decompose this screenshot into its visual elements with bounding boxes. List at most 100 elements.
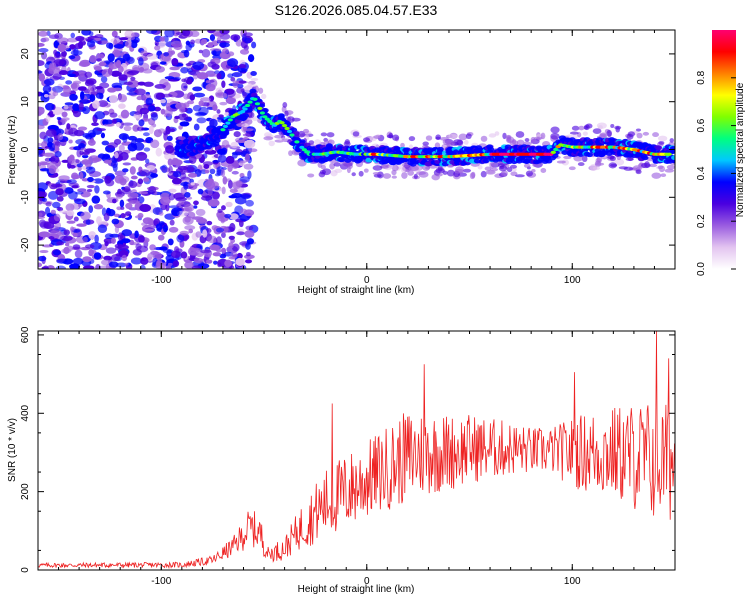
spectrogram-cell — [550, 126, 560, 134]
spectrogram-cell — [91, 195, 101, 204]
spectrogram-cell — [123, 186, 131, 193]
spectrogram-cell — [651, 172, 662, 179]
spectrogram-cell — [180, 82, 188, 92]
spectrogram-cell — [117, 232, 123, 241]
spectrogram-cell — [213, 138, 221, 144]
spectrogram-cell — [83, 265, 95, 269]
spectrogram-cell — [121, 254, 128, 262]
spectrogram-cell — [38, 199, 43, 205]
spectrogram-cell — [249, 88, 257, 94]
spectrogram-cell — [115, 194, 123, 199]
spectrogram-cell — [63, 229, 70, 236]
spectrogram-cell — [91, 122, 99, 127]
spectrogram-cell — [138, 119, 145, 127]
colorbar-tick-label: 0.2 — [696, 214, 707, 228]
spectrogram-cell — [227, 73, 234, 78]
spectrogram-cell — [592, 166, 601, 171]
spectrogram-x-label: Height of straight line (km) — [298, 285, 415, 296]
spectrogram-cell — [666, 152, 672, 156]
spectrogram-cell — [180, 251, 188, 259]
spectrogram-cell — [115, 253, 124, 257]
spectrogram-cell — [75, 35, 85, 42]
spectrogram-cell — [135, 151, 148, 161]
spectrogram-cell — [45, 202, 52, 207]
spectrogram-cell — [244, 153, 250, 162]
spectrogram-cell — [178, 125, 183, 130]
spectrogram-cell — [289, 133, 295, 137]
spectrogram-cell — [222, 130, 230, 136]
spectrogram-cell — [669, 138, 674, 143]
spectrogram-cell — [225, 155, 235, 164]
spectrogram-cell — [69, 164, 76, 169]
spectrogram-cell — [160, 108, 166, 115]
spectrogram-cell — [163, 132, 168, 141]
spectrogram-cell — [42, 37, 50, 42]
spectrogram-cell — [78, 40, 84, 49]
spectrogram-cell — [304, 150, 310, 154]
spectrogram-cell — [97, 53, 105, 59]
spectrogram-cell — [216, 36, 222, 43]
spectrogram-cell — [550, 132, 560, 140]
spectrogram-cell — [97, 73, 104, 78]
spectrogram-cell — [185, 63, 192, 67]
spectrogram-cell — [110, 70, 122, 77]
snr-x-ticks: -100 0 100 — [58, 331, 676, 587]
spectrogram-cell — [143, 147, 151, 152]
spectrogram-cell — [120, 213, 126, 219]
spectrogram-cell — [596, 155, 603, 163]
spectrogram-cell — [582, 131, 588, 136]
spectrogram-cell — [98, 62, 107, 67]
spectrogram-cell — [56, 37, 69, 44]
snr-y-ticks: 0 200 400 600 — [20, 326, 675, 573]
spectrogram-cell — [240, 110, 246, 114]
spectrogram-cell — [68, 139, 73, 144]
spectrogram-cell — [184, 215, 191, 223]
spectrogram-cell — [202, 229, 208, 238]
spectrogram-cell — [48, 34, 60, 40]
spectrogram-cell — [533, 136, 543, 141]
spectrogram-cell — [436, 146, 444, 152]
spectrogram-cell — [250, 77, 259, 81]
spectrogram-cell — [192, 247, 202, 252]
spectrogram-cell — [213, 260, 218, 265]
spectrogram-cell — [89, 95, 94, 101]
spectrogram-cell — [184, 225, 196, 231]
spectrogram-cell — [48, 66, 61, 75]
spectrogram-cell — [120, 206, 125, 210]
spectrogram-cell — [105, 42, 114, 49]
spectrogram-cell — [175, 197, 188, 202]
spectrogram-cell — [112, 198, 117, 204]
spectrogram-cell — [198, 100, 205, 107]
spectrogram-cell — [148, 185, 157, 195]
spectrogram-cell — [48, 236, 55, 240]
spectrogram-cell — [44, 94, 49, 98]
spectrogram-cell — [227, 179, 233, 189]
spectrogram-cell — [606, 129, 612, 137]
spectrogram-cell — [212, 191, 220, 200]
spectrogram-cell — [115, 59, 122, 69]
spectrogram-cell — [583, 125, 588, 130]
y-tick-label: 600 — [20, 326, 31, 343]
y-tick-label: 20 — [20, 48, 31, 60]
spectrogram-cell — [79, 150, 84, 156]
spectrogram-cell — [116, 206, 122, 211]
spectrogram-cell — [128, 180, 138, 189]
spectrogram-cell — [162, 224, 168, 233]
spectrogram-cell — [326, 132, 335, 138]
spectrogram-cell — [516, 139, 525, 146]
spectrogram-cell — [219, 30, 230, 35]
spectrogram-cell — [227, 58, 239, 68]
spectrogram-cell — [229, 188, 238, 194]
spectrogram-cell — [641, 155, 649, 161]
spectrogram-cell — [103, 159, 113, 164]
spectrogram-cell — [274, 134, 284, 139]
spectrogram-cell — [165, 125, 171, 135]
spectrogram-cell — [193, 257, 203, 264]
spectrogram-cell — [296, 143, 302, 147]
spectrogram-cell — [183, 49, 190, 58]
spectrogram-cell — [143, 81, 154, 87]
spectrogram-cell — [363, 168, 369, 173]
spectrogram-cell — [90, 90, 98, 96]
spectrogram-cell — [88, 231, 97, 240]
spectrogram-cell — [642, 131, 650, 136]
